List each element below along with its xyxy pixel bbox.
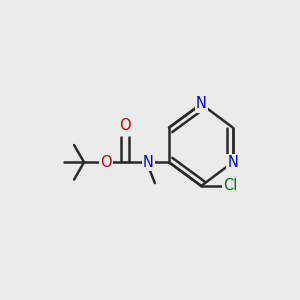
Text: O: O (100, 155, 112, 170)
Text: O: O (119, 118, 131, 134)
Text: N: N (196, 97, 207, 112)
Text: N: N (143, 155, 154, 170)
Text: N: N (227, 155, 238, 170)
Text: Cl: Cl (223, 178, 237, 194)
